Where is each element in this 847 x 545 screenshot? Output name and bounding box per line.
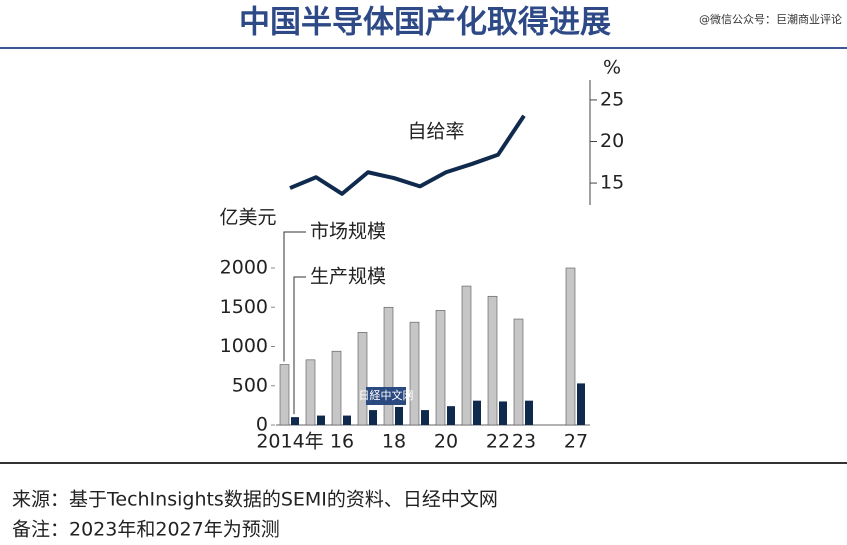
x-tick-label: 16 [330, 431, 354, 453]
bar [357, 332, 368, 426]
x-tick-label: 23 [512, 431, 536, 453]
y-tick-label: 0 [256, 414, 268, 436]
bar [343, 415, 351, 425]
watermark: @微信公众号：巨潮商业评论 [699, 12, 842, 26]
title: 中国半导体国产化取得进展 [239, 5, 611, 41]
x-tick-label: 18 [382, 431, 406, 453]
bar [565, 267, 576, 426]
logo: 日経中文网 [359, 388, 414, 402]
bar [421, 410, 429, 425]
bar [577, 383, 585, 425]
legend-label: 市场规模 [310, 221, 386, 243]
bar [279, 364, 290, 426]
bar [331, 350, 342, 426]
bar [395, 406, 403, 425]
bar [513, 318, 524, 426]
y2-axis-label: % [603, 57, 621, 79]
bar [305, 359, 316, 426]
bar [447, 406, 455, 425]
legend-leader [293, 276, 306, 415]
bar [409, 321, 420, 426]
bar [473, 400, 481, 425]
bar [383, 306, 394, 426]
bar [369, 410, 377, 425]
source: 来源：基于TechInsights数据的SEMI的资料、日经中文网 [12, 489, 498, 511]
y2-tick-label: 25 [600, 88, 624, 110]
y-tick-label: 2000 [220, 257, 268, 279]
bar [499, 401, 507, 425]
note: 备注：2023年和2027年为预测 [12, 519, 280, 541]
y-tick-label: 1000 [220, 335, 268, 357]
y2-tick-label: 20 [600, 130, 624, 152]
y2-tick-label: 15 [600, 172, 624, 194]
legend-label: 生产规模 [310, 266, 386, 288]
x-tick-label: 20 [434, 431, 458, 453]
logo-box [366, 387, 406, 405]
bar [291, 417, 299, 425]
bar [461, 285, 472, 426]
legend-leader [283, 231, 306, 362]
y-tick-label: 500 [232, 374, 268, 396]
bar [435, 310, 446, 426]
y-axis-label: 亿美元 [219, 207, 276, 229]
line-label: 自给率 [407, 121, 464, 143]
bar [525, 400, 533, 425]
x-tick-label: 27 [564, 431, 588, 453]
x-tick-label: 2014年 [256, 431, 323, 453]
bar [317, 415, 325, 425]
x-tick-label: 22 [486, 431, 510, 453]
bar [487, 295, 498, 426]
y-tick-label: 1500 [220, 296, 268, 318]
